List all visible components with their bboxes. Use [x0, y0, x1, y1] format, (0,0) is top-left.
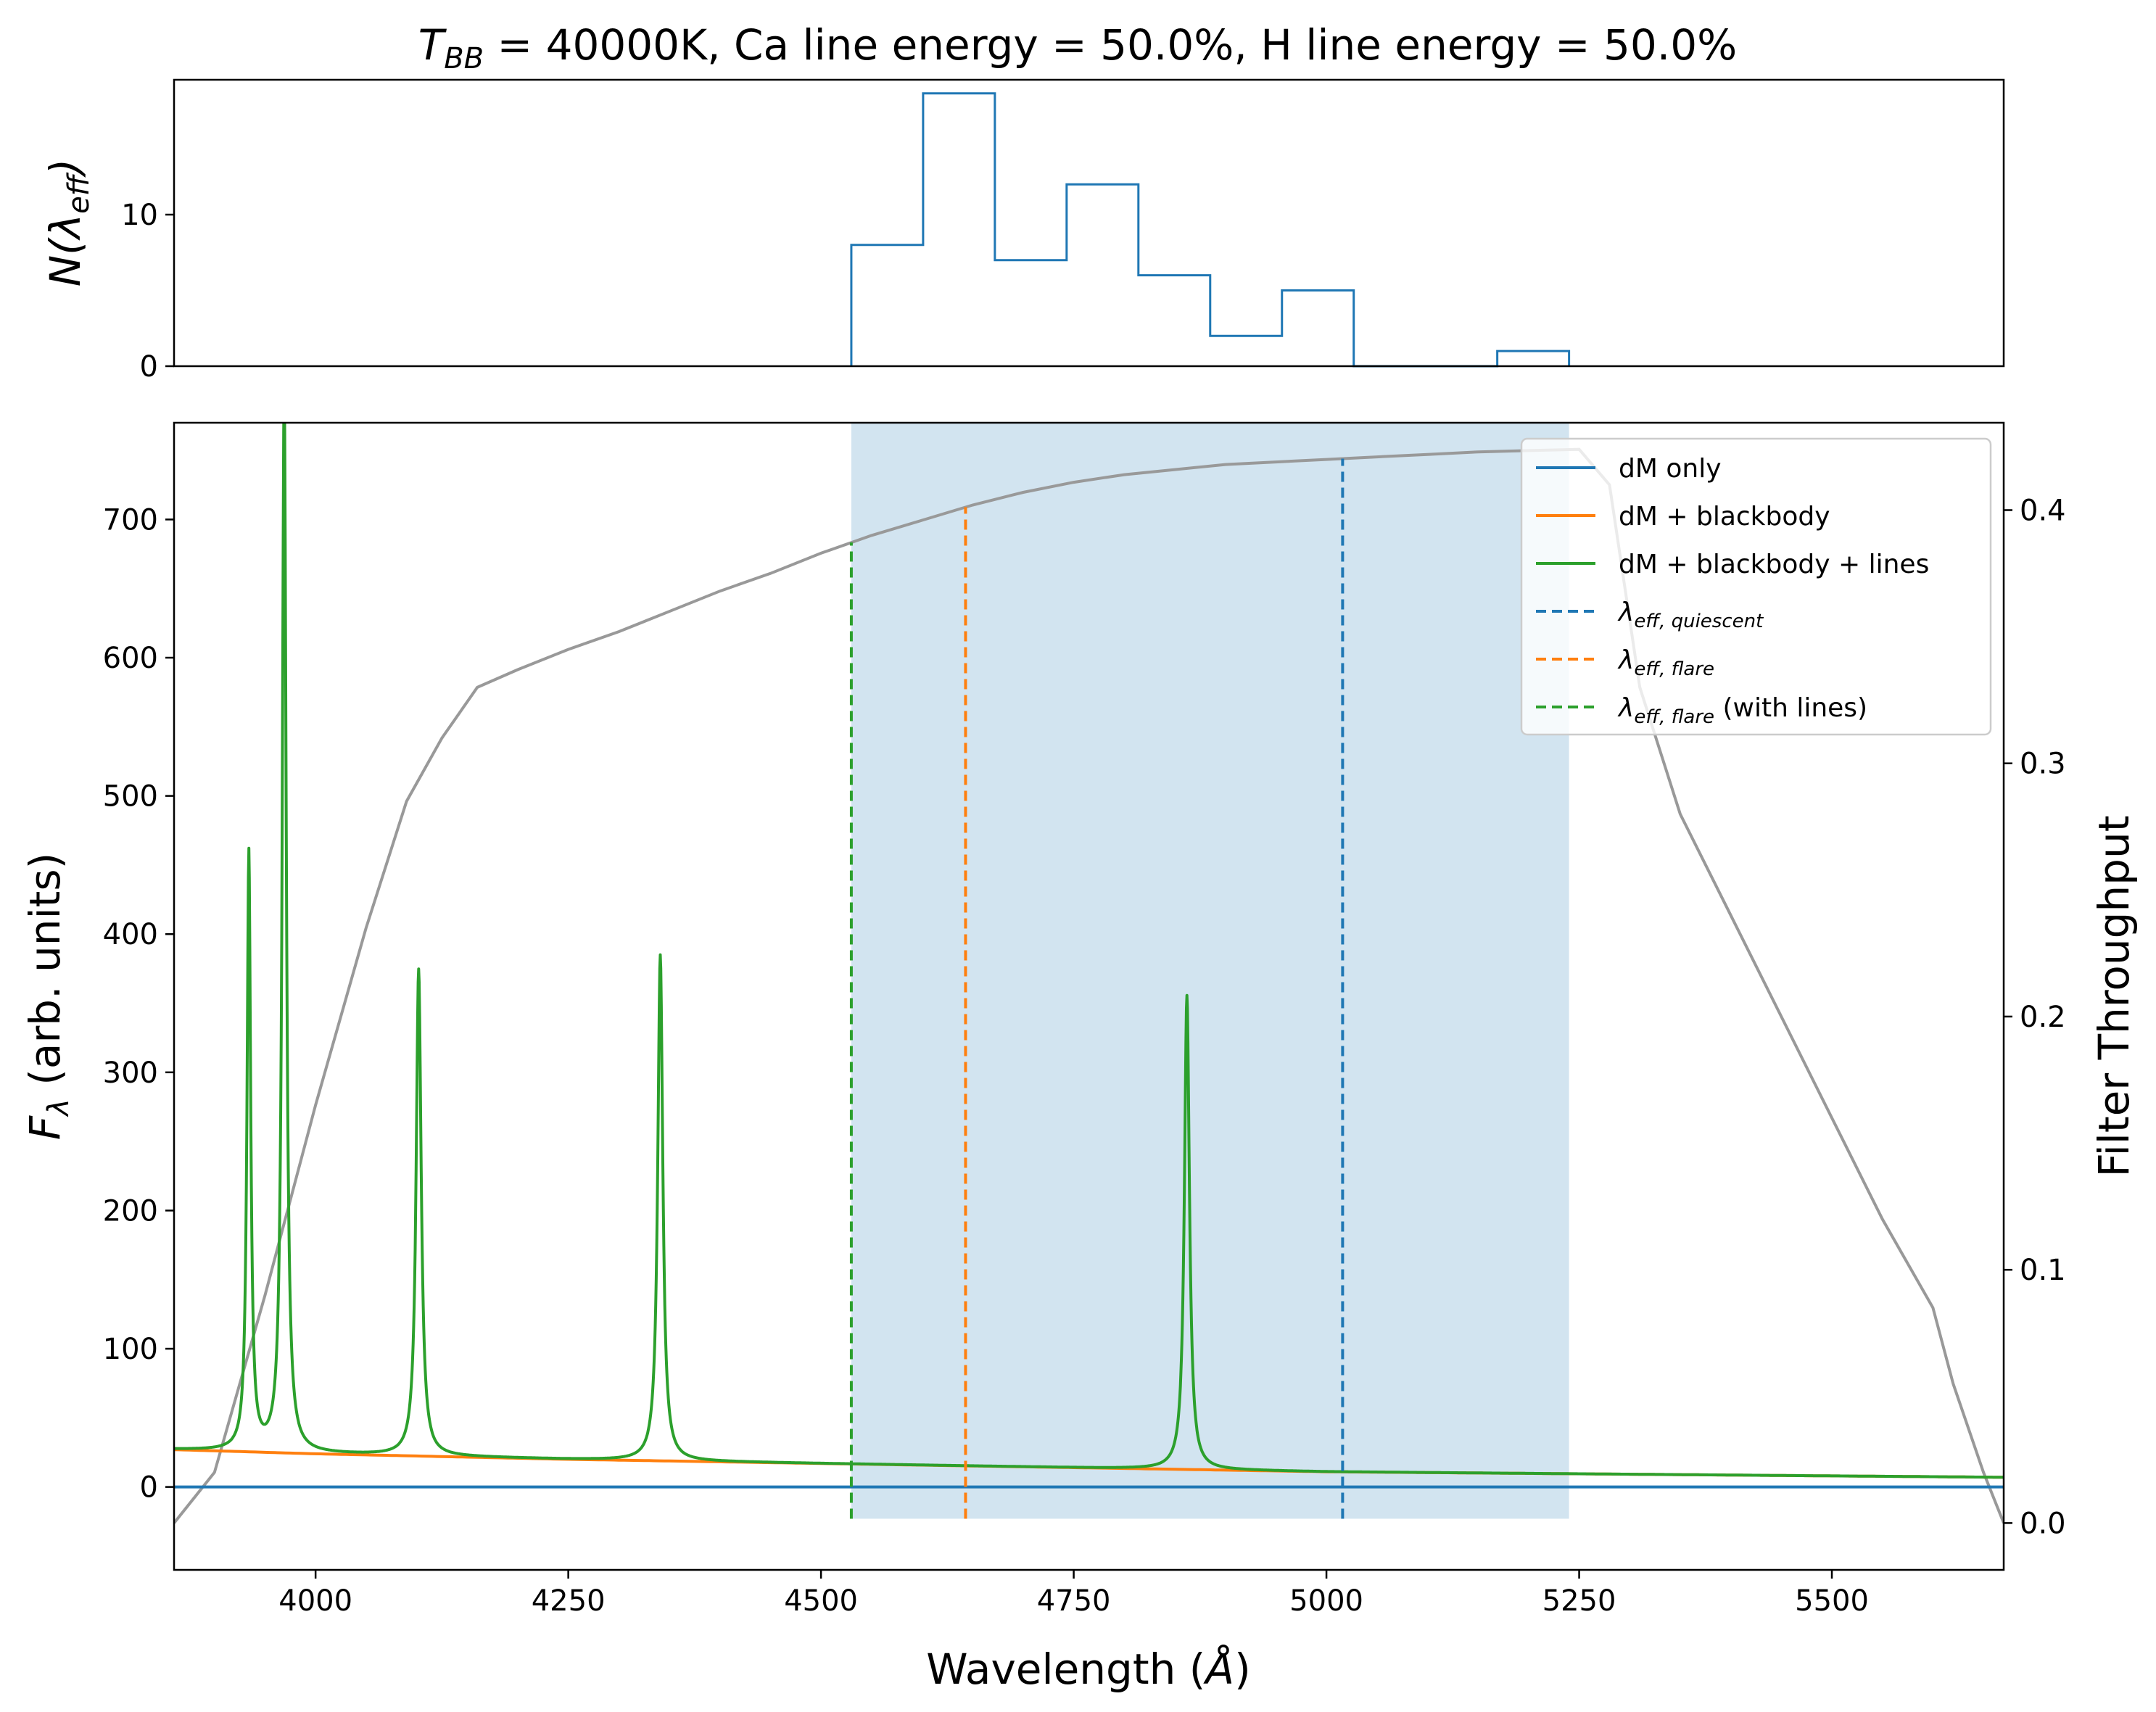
y-axis-label: Fλ (arb. units): [20, 853, 75, 1140]
legend-frame: [1520, 437, 1992, 736]
x-tick-label: 4000: [278, 1584, 352, 1618]
spectrum-panel: 4000 4250 4500 4750 5000 5250 5500 0 100 200 300 4…: [20, 421, 2139, 1694]
legend-dm-blackbody-lines-label: dM + blackbody + lines: [1619, 550, 1929, 579]
y-tick-label: 700: [103, 503, 158, 537]
x-tick-label: 4500: [784, 1584, 858, 1618]
legend-dm-only-label: dM only: [1619, 454, 1722, 484]
legend-lambda-flare-label: λeff, flare: [1617, 645, 1714, 680]
legend-dm-blackbody-label: dM + blackbody: [1619, 502, 1830, 532]
y2-tick-label: 0.0: [2020, 1507, 2066, 1540]
spectrum-y-ticks: 0 100 200 300 400 500 600 700: [103, 503, 174, 1505]
y-tick-label: 0: [140, 1471, 158, 1505]
y2-tick-label: 0.4: [2020, 494, 2066, 527]
y-tick-label: 200: [103, 1194, 158, 1228]
series-dm-blackbody-lines-line: [174, 423, 2004, 1479]
y2-tick-label: 0.2: [2020, 1001, 2066, 1034]
spectrum-plot-area: [174, 423, 2004, 1524]
x-tick-label: 5500: [1795, 1584, 1869, 1618]
legend-lambda-quiescent-label: λeff, quiescent: [1617, 597, 1764, 632]
y-tick-label: 500: [103, 780, 158, 814]
y-tick-label: 600: [103, 642, 158, 675]
histogram-y-tick-label: 0: [140, 350, 158, 384]
filter-passband-shading: [851, 423, 1569, 1519]
y2-axis-label: Filter Throughput: [2089, 816, 2139, 1178]
x-tick-label: 5250: [1542, 1584, 1616, 1618]
spectrum-x-ticks: 4000 4250 4500 4750 5000 5250 5500: [278, 1570, 1869, 1618]
filter-throughput-line: [174, 447, 2004, 1524]
x-tick-label: 5000: [1289, 1584, 1363, 1618]
y2-tick-label: 0.3: [2020, 748, 2066, 781]
histogram-y-tick-label: 10: [121, 199, 158, 232]
histogram-frame: [173, 78, 2005, 368]
y-tick-label: 400: [103, 918, 158, 951]
y-tick-label: 300: [103, 1056, 158, 1090]
legend-lambda-flare-with-lines-label: λeff, flare (with lines): [1617, 693, 1867, 728]
y-tick-label: 100: [103, 1333, 158, 1366]
histogram-panel: 0 10 N(λeff): [41, 78, 2005, 384]
x-tick-label: 4250: [532, 1584, 606, 1618]
histogram-y-ticks: 0 10: [121, 199, 174, 384]
histogram-ylabel: N(λeff): [41, 159, 96, 286]
legend: dM only dM + blackbody dM + blackbody + li…: [1520, 437, 1992, 736]
y2-tick-label: 0.1: [2020, 1254, 2066, 1287]
chart-title: TBB = 40000K, Ca line energy = 50.0%, H …: [418, 20, 1737, 75]
x-tick-label: 4750: [1037, 1584, 1111, 1618]
throughput-y-ticks: 0.0 0.1 0.2 0.3 0.4: [2004, 494, 2066, 1540]
x-axis-label: Wavelength (Å): [926, 1644, 1250, 1694]
legend-items: dM only dM + blackbody dM + blackbody + li…: [1536, 454, 1929, 728]
spectrum-frame: [173, 421, 2005, 1571]
